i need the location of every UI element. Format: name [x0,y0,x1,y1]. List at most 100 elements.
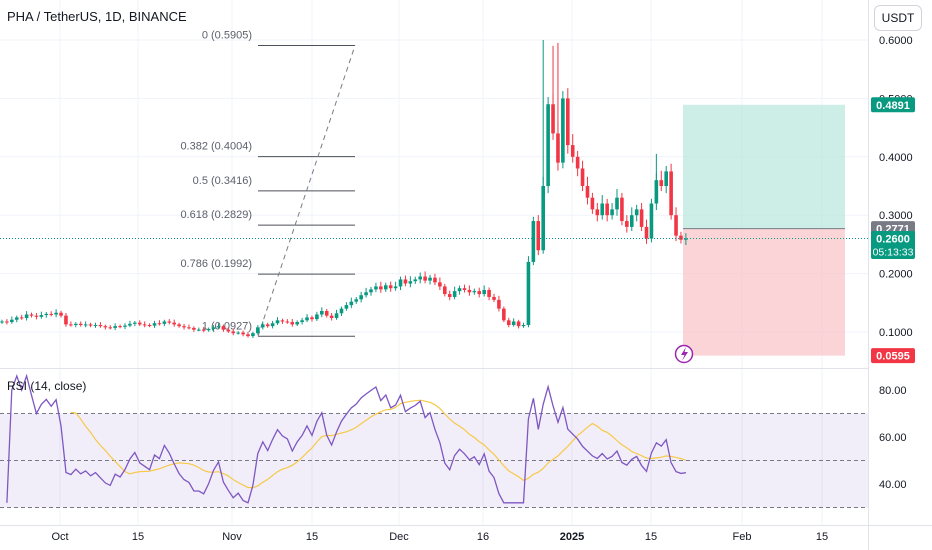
rsi-tick-label: 60.00 [879,432,907,444]
candle-body [88,324,93,326]
candle-body [443,286,447,295]
candle-body [438,282,442,287]
fib-retracement: 0 (0.5905) 0.382 (0.4004) 0.5 (0.3416) 0.61… [180,30,356,337]
candle-body [413,279,418,282]
candle-body [575,156,580,169]
candle-body [492,296,496,300]
candle-body [526,261,531,325]
candle-body [280,320,285,322]
rsi-tick-label: 40.00 [879,479,907,491]
candle-body [334,313,339,318]
candle-body [472,291,477,293]
candle-body [482,289,486,295]
lightning-icon[interactable] [674,344,694,364]
candle-body [344,305,349,309]
candle-body [546,104,550,186]
candle-body [590,197,595,210]
price-tick-label: 0.6000 [879,35,913,47]
candle-body [324,310,329,316]
rsi-line [6,373,686,504]
candle-body [270,323,275,327]
candle-body [447,294,452,297]
candle-body [359,295,363,300]
candle-body [275,320,280,324]
candle-body [556,133,560,163]
stop-price-label-bg [871,348,915,364]
candle-body [246,334,250,337]
candle-body [620,197,624,222]
candle-body [315,314,319,320]
candle-body [69,324,73,326]
candle-body [634,209,639,216]
candle-body [290,322,295,325]
candle-body [570,145,575,157]
candle-body [511,321,516,325]
fib-trend-line [257,45,356,337]
target-price-label: 0.4891 [876,100,910,112]
candle-body [128,323,132,326]
candle-body [639,209,644,227]
candle-body [462,288,467,290]
time-tick-label: 15 [306,531,318,543]
candle-body [300,320,304,323]
candle-body [19,317,24,319]
candle-body [674,215,678,236]
candle-body [502,308,506,321]
candle-body [659,180,664,186]
candle-body [388,285,393,289]
candle-body [669,171,673,216]
fib-level-label: 0 (0.5905) [202,30,252,42]
candle-body [679,235,683,240]
rsi-tick-label: 80.00 [879,385,907,397]
candle-body [452,291,457,297]
fib-level-label: 0.5 (0.3416) [193,175,252,187]
candle-body [133,322,137,324]
fib-level-label: 0.618 (0.2829) [180,209,252,221]
time-axis[interactable]: Oct 15 Nov 15 Dec 16 2025 15 Feb 15 [0,525,932,544]
candle-body [113,326,117,328]
candle-body [285,321,290,323]
candle-body [610,209,614,216]
candle-body [541,186,545,251]
candle-body [398,279,403,287]
candle-body [162,321,167,324]
fib-level-label: 1 (0.0927) [202,320,252,332]
candle-body [487,289,491,297]
candle-body [231,331,236,334]
candle-body [364,292,368,296]
currency-button[interactable]: USDT [874,5,922,31]
rsi-title[interactable]: RSI (14, close) [7,379,87,393]
candle-body [329,315,334,318]
symbol-title[interactable]: PHA / TetherUS, 1D, BINANCE [7,9,187,24]
candle-body [506,320,511,325]
candle-body [24,314,29,318]
candle-body [59,312,63,316]
time-tick-label: Nov [222,531,242,543]
candle-body [295,322,299,325]
candle-body [408,281,413,284]
candle-body [467,289,472,293]
candle-body [221,326,226,330]
candle-body [123,325,127,327]
candle-body [260,324,265,328]
time-tick-label: 15 [132,531,144,543]
candle-body [236,332,240,334]
candle-body [497,299,501,309]
candle-body [433,277,437,283]
candle-body [580,168,585,186]
candle-body [147,324,152,326]
candle-body [177,324,181,327]
candle-body [5,321,9,323]
candle-body [152,323,157,326]
candle-body [74,323,78,325]
candle-body [383,285,388,290]
candle-body [197,329,201,331]
candle-body [428,277,432,281]
candle-body [551,104,555,134]
candle-body [103,326,108,328]
candle-body [211,327,216,330]
candle-body [108,327,113,329]
